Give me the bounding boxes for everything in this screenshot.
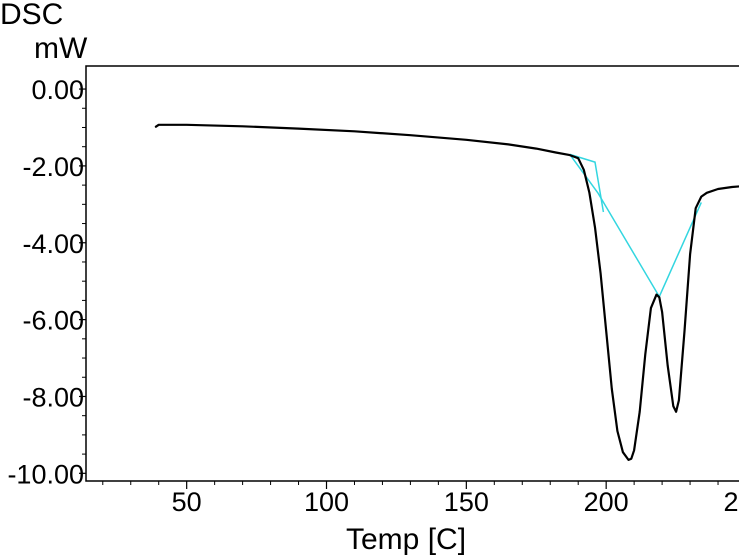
dsc-curve xyxy=(154,123,739,461)
x-tick-label: 100 xyxy=(304,487,349,517)
y-tick-label: -10.00 xyxy=(7,459,84,489)
baseline-line xyxy=(569,153,605,213)
baseline-line xyxy=(569,153,702,299)
y-tick-label: 0.00 xyxy=(31,75,84,105)
baseline-lines xyxy=(569,153,702,299)
x-tick-label: 200 xyxy=(584,487,629,517)
y-axis-label-line2: mW xyxy=(34,32,88,65)
y-tick-label: -2.00 xyxy=(22,152,84,182)
x-axis-label: Temp [C] xyxy=(346,523,466,555)
y-tick-label: -8.00 xyxy=(22,382,84,412)
y-tick-label: -6.00 xyxy=(22,306,84,336)
y-axis: 0.00 -2.00 -4.00 -6.00 -8.00 -10.00 xyxy=(7,75,86,489)
y-tick-label: -4.00 xyxy=(22,229,84,259)
y-axis-label-line1: DSC xyxy=(0,0,63,31)
plot-frame xyxy=(85,65,739,482)
x-tick-label: 150 xyxy=(444,487,489,517)
x-tick-label: 50 xyxy=(172,487,202,517)
x-axis: 50 100 150 200 250 xyxy=(102,481,739,517)
dsc-curve-group xyxy=(154,123,739,461)
x-tick-label: 250 xyxy=(723,487,739,517)
